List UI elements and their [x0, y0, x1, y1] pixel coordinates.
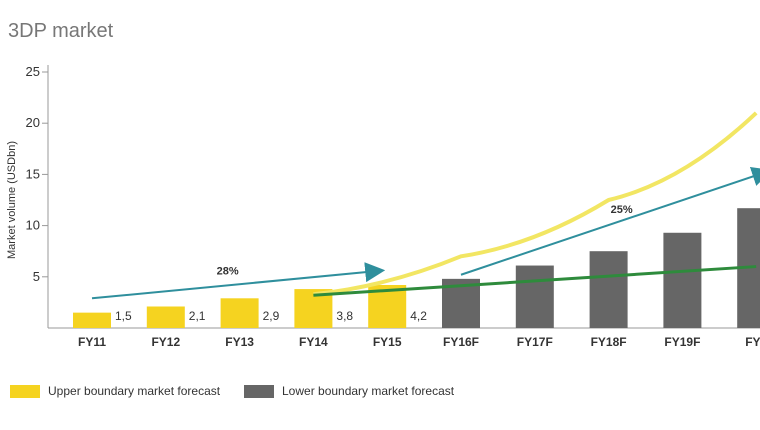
y-tick-label: 25: [26, 64, 40, 79]
y-tick-label: 10: [26, 218, 40, 233]
growth-arrow: [91, 262, 386, 300]
x-tick-label: FY18F: [591, 335, 627, 349]
trend-line-lower: [313, 265, 757, 297]
x-tick-label: FY11: [78, 335, 106, 349]
data-label: 1,5: [115, 309, 132, 323]
growth-arrow: [460, 166, 760, 276]
x-tick-label: FY14: [299, 335, 328, 349]
legend-swatch-upper: [10, 384, 40, 398]
data-label: 3,8: [336, 309, 353, 323]
x-tick-label: FY15: [373, 335, 402, 349]
legend-item-lower: Lower boundary market forecast: [244, 384, 454, 398]
chart-title: 3DP market: [8, 20, 114, 42]
data-label: 2,1: [189, 309, 206, 323]
x-tick-label: FY13: [225, 335, 254, 349]
bar-lower-fy17f: [515, 265, 554, 328]
x-tick-label: FY16F: [443, 335, 479, 349]
legend-label-lower: Lower boundary market forecast: [282, 384, 455, 398]
bar-upper-fy13: [220, 298, 259, 328]
bar-upper-fy11: [73, 312, 111, 328]
y-tick-label: 15: [26, 166, 40, 181]
x-tick-label: FY19F: [664, 335, 700, 349]
data-label: 4,2: [410, 309, 427, 323]
y-tick-label: 20: [26, 115, 40, 130]
legend-label-upper: Upper boundary market forecast: [48, 384, 221, 398]
x-tick-label: FY12: [151, 335, 180, 349]
bar-lower-fy19f: [663, 232, 702, 328]
legend-swatch-lower: [244, 384, 274, 398]
data-label: 2,9: [263, 309, 280, 323]
x-tick-label: FY2: [745, 335, 760, 349]
growth-rate-label: 25%: [611, 204, 633, 216]
y-axis-label: Market volume (USDbn): [6, 141, 18, 259]
trend-line-upper: [313, 111, 758, 297]
bar-upper-fy12: [146, 306, 185, 328]
x-tick-label: FY17F: [517, 335, 553, 349]
bar-lower-fy18f: [589, 251, 628, 328]
legend-item-upper: Upper boundary market forecast: [10, 384, 220, 398]
growth-rate-label: 28%: [217, 265, 239, 277]
y-tick-label: 5: [33, 269, 40, 284]
